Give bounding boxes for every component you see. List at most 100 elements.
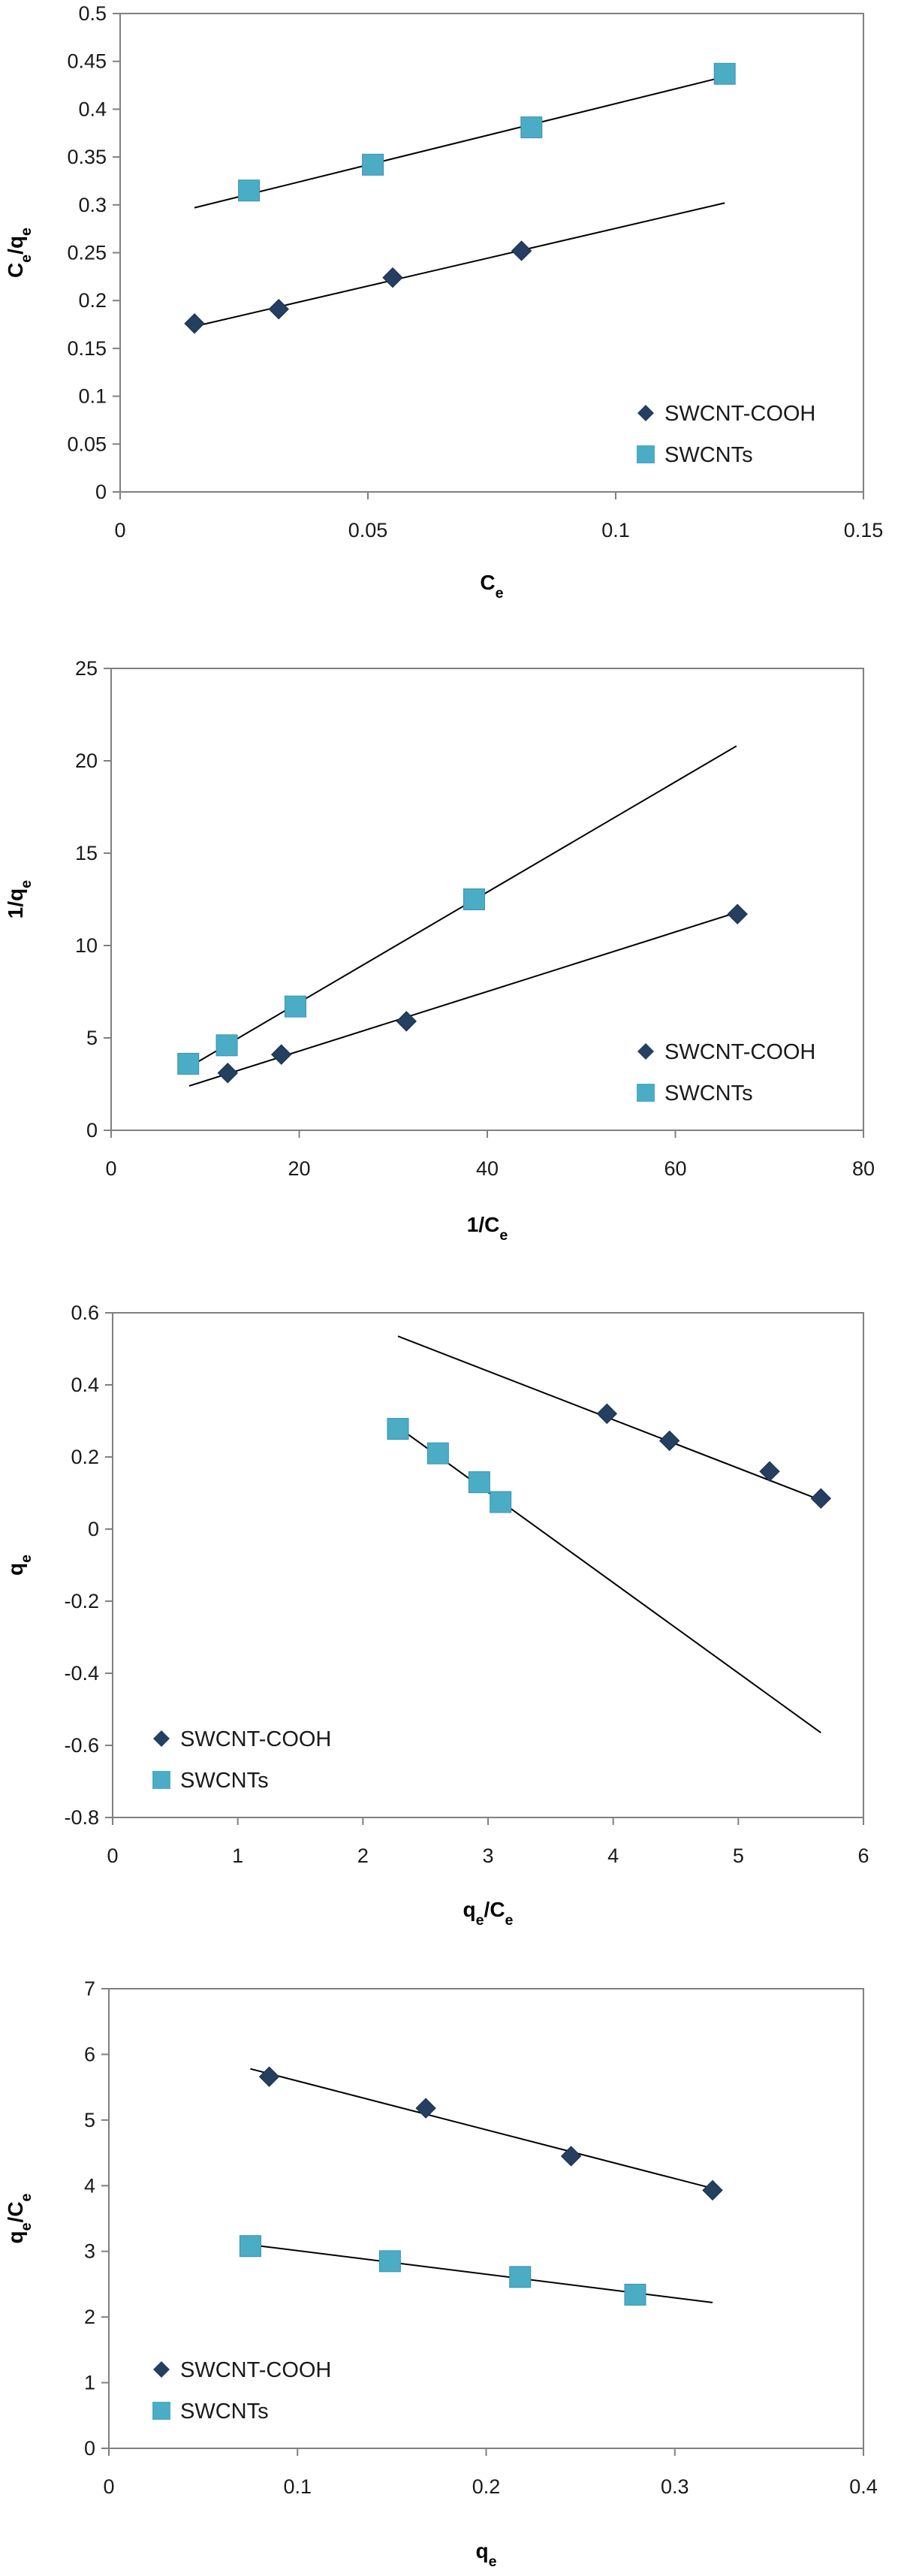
data-point-square	[378, 2250, 401, 2273]
x-tick-label: 40	[476, 1157, 499, 1180]
y-tick-label: 5	[86, 1027, 98, 1049]
x-tick-label: 0.4	[849, 2475, 878, 2498]
y-tick-label: 0.45	[67, 50, 107, 73]
y-tick-label: 0	[88, 1518, 99, 1540]
legend-marker-diamond	[153, 1730, 170, 1747]
legend-label: SWCNTs	[180, 2400, 269, 2424]
x-tick-label: 0	[105, 1157, 116, 1180]
data-point-diamond	[759, 1461, 780, 1482]
trendline	[188, 911, 738, 1087]
x-tick-label: 80	[852, 1157, 875, 1180]
x-tick-label: 4	[607, 1845, 619, 1867]
y-tick-label: 0.05	[67, 433, 107, 455]
y-tick-label: 20	[75, 750, 98, 772]
y-tick-label: 7	[84, 1977, 95, 2000]
trendline	[250, 2068, 713, 2189]
y-axis-title: qe/Ce	[4, 2193, 35, 2243]
x-tick-label: 0.3	[661, 2475, 689, 2498]
data-point-diamond	[658, 1430, 680, 1452]
legend-marker-diamond	[637, 1043, 654, 1060]
data-point-diamond	[382, 267, 403, 288]
x-tick-label: 0	[103, 2475, 114, 2498]
x-tick-label: 6	[857, 1845, 869, 1867]
y-tick-label: 0.35	[67, 146, 107, 168]
y-tick-label: 0.15	[67, 337, 107, 360]
data-point-diamond	[217, 1063, 239, 1084]
data-point-diamond	[511, 240, 532, 261]
data-point-square	[713, 62, 736, 85]
y-axis-title: 1/qe	[4, 880, 35, 918]
legend-marker-square	[637, 1084, 655, 1102]
y-tick-label: 0.5	[78, 2, 107, 25]
data-point-diamond	[596, 1403, 618, 1425]
x-axis-title: qe/Ce	[463, 1898, 514, 1929]
y-tick-label: 15	[75, 842, 98, 864]
trendline	[194, 76, 725, 209]
x-axis-title: qe	[475, 2539, 496, 2570]
y-tick-label: 4	[84, 2174, 95, 2197]
trendline	[188, 745, 737, 1069]
legend-label: SWCNT-COOH	[180, 2358, 331, 2382]
data-point-diamond	[415, 2098, 436, 2119]
x-tick-label: 3	[482, 1845, 493, 1867]
data-point-square	[387, 1418, 409, 1440]
legend-label: SWCNT-COOH	[664, 1040, 815, 1064]
legend-marker-square	[152, 1771, 170, 1789]
legend-label: SWCNTs	[664, 443, 753, 467]
x-tick-label: 1	[232, 1845, 243, 1867]
y-tick-label: 6	[84, 2043, 95, 2065]
y-tick-label: 0	[84, 2437, 95, 2460]
data-point-square	[490, 1491, 512, 1513]
legend-marker-diamond	[153, 2361, 170, 2378]
data-point-square	[362, 153, 384, 176]
data-point-diamond	[560, 2146, 582, 2167]
data-point-square	[215, 1034, 238, 1057]
x-axis-title: 1/Ce	[467, 1213, 508, 1244]
data-point-diamond	[810, 1488, 832, 1509]
data-point-diamond	[702, 2179, 723, 2201]
x-tick-label: 5	[733, 1845, 744, 1867]
y-tick-label: 0.25	[67, 242, 107, 264]
data-point-diamond	[727, 903, 748, 925]
legend-label: SWCNT-COOH	[664, 402, 815, 426]
y-tick-label: 0	[95, 481, 107, 503]
data-point-diamond	[258, 2066, 280, 2087]
data-point-square	[463, 888, 485, 910]
legend-marker-square	[637, 445, 655, 463]
y-tick-label: 2	[84, 2306, 95, 2328]
x-tick-label: 0.1	[283, 2475, 312, 2498]
y-tick-label: -0.6	[64, 1734, 99, 1757]
y-tick-label: 5	[84, 2109, 95, 2131]
x-tick-label: 0.1	[601, 519, 630, 541]
y-tick-label: 0.4	[71, 1374, 99, 1396]
y-tick-label: 0.4	[78, 98, 107, 120]
data-point-square	[624, 2283, 646, 2306]
data-point-square	[238, 179, 261, 202]
y-tick-label: 10	[75, 934, 98, 957]
data-point-diamond	[396, 1011, 417, 1032]
data-point-square	[426, 1442, 449, 1464]
x-tick-label: 0.2	[472, 2475, 501, 2498]
x-tick-label: 2	[357, 1845, 369, 1867]
x-tick-label: 20	[288, 1157, 310, 1180]
y-tick-label: -0.8	[64, 1806, 99, 1829]
chart-langmuir-ce-vs-ce-qe: 0 0.05 0.1 0.15 0.2 0.25 0.3 0.35 0.4 0.45 0.5 0 0.0…	[4, 2, 883, 602]
y-tick-label: -0.2	[64, 1590, 99, 1612]
chart-lineweaver-burk: 0 5 10 15 20 25 0 20 40 60 80 1/Ce 1/qe SWCNT-COOH SWC…	[4, 657, 875, 1244]
legend-label: SWCNTs	[180, 1769, 269, 1793]
data-point-square	[520, 116, 543, 139]
legend-marker-square	[152, 2402, 170, 2420]
data-point-square	[177, 1052, 200, 1075]
y-tick-label: 0	[86, 1119, 98, 1142]
data-point-square	[239, 2235, 261, 2258]
x-tick-label: 60	[664, 1157, 686, 1180]
y-tick-label: 0.6	[71, 1302, 99, 1324]
y-tick-label: 25	[75, 657, 98, 680]
x-tick-label: 0	[107, 1845, 118, 1867]
x-tick-label: 0.05	[348, 519, 388, 541]
y-axis-title: Ce/qe	[4, 228, 35, 278]
y-tick-label: 0.3	[78, 194, 107, 216]
y-tick-label: 0.2	[78, 289, 107, 312]
legend-label: SWCNTs	[664, 1081, 753, 1106]
legend-label: SWCNT-COOH	[180, 1727, 331, 1751]
